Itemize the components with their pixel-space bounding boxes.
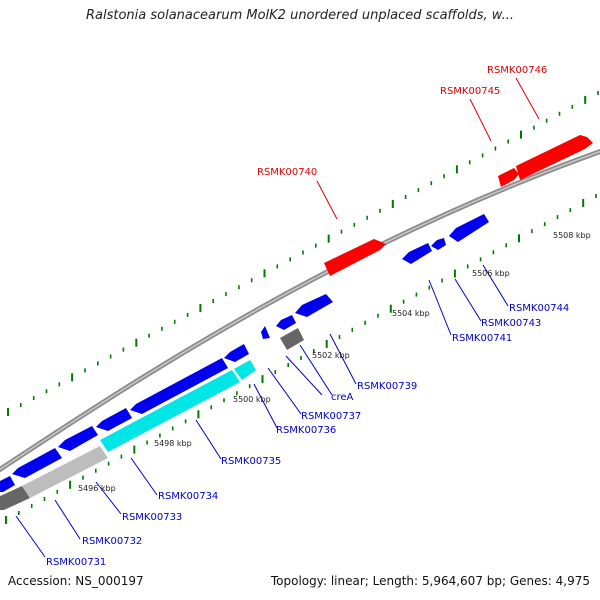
gene-label-rsmk00736[interactable]: RSMK00736 [276,425,336,436]
lower-tick-track [5,194,597,524]
forward-genes [324,135,593,276]
gene-arrow-rsmk00745[interactable] [498,168,519,187]
gene-label-crea[interactable]: creA [331,392,354,403]
feature-gray-3[interactable] [280,328,304,350]
feature-track-lower [0,328,304,510]
scale-label-5504: 5504 kbp [392,309,430,318]
scale-label-5508: 5508 kbp [553,231,591,240]
gene-label-rsmk00734[interactable]: RSMK00734 [158,491,218,502]
gene-arrow-rsmk00732[interactable] [12,448,62,478]
bottom-label-leaders [15,264,509,558]
gene-arrow-rsmk00734[interactable] [96,408,132,431]
scale-label-5496: 5496 kbp [78,484,116,493]
gene-label-rsmk00731[interactable]: RSMK00731 [46,557,106,568]
top-label-leaders [316,77,540,220]
gene-label-rsmk00739[interactable]: RSMK00739 [357,381,417,392]
gene-label-rsmk00733[interactable]: RSMK00733 [122,512,182,523]
gene-label-rsmk00741[interactable]: RSMK00741 [452,333,512,344]
gene-label-rsmk00737[interactable]: RSMK00737 [301,411,361,422]
genome-summary-text: Topology: linear; Length: 5,964,607 bp; … [270,574,590,588]
gene-arrow-rsmk00743[interactable] [431,238,446,250]
upper-tick-track [7,91,599,416]
map-title: Ralstonia solanacearum MolK2 unordered u… [85,8,514,23]
scale-label-5502: 5502 kbp [312,351,350,360]
gene-label-rsmk00740[interactable]: RSMK00740 [257,167,317,178]
scale-label-5506: 5506 kbp [472,269,510,278]
gene-arrow-rsmk00733[interactable] [58,426,98,451]
gene-label-rsmk00745[interactable]: RSMK00745 [440,86,500,97]
gene-arrow-rsmk00736[interactable] [224,344,249,362]
scale-label-5500: 5500 kbp [233,395,271,404]
feature-gray-2[interactable] [22,446,108,498]
gene-arrow-rsmk00744[interactable] [449,214,489,242]
gene-label-rsmk00732[interactable]: RSMK00732 [82,536,142,547]
feature-cyan-2[interactable] [234,360,256,380]
scale-label-5498: 5498 kbp [154,439,192,448]
feature-cyan-1[interactable] [100,370,240,452]
gene-arrow-rsmk00731[interactable] [0,476,15,492]
gene-arrow-rsmk00737[interactable] [261,326,270,339]
accession-text: Accession: NS_000197 [8,574,144,588]
feature-gray-1[interactable] [0,486,30,510]
gene-arrow-rsmk00739[interactable] [295,294,333,317]
gene-arrow-crea[interactable] [276,315,296,330]
gene-arrow-rsmk00746[interactable] [516,135,593,180]
gene-arrow-rsmk00740[interactable] [324,239,386,276]
gene-arrow-rsmk00735[interactable] [130,358,228,414]
gene-label-rsmk00744[interactable]: RSMK00744 [509,303,569,314]
gene-label-rsmk00735[interactable]: RSMK00735 [221,456,281,467]
gene-label-rsmk00746[interactable]: RSMK00746 [487,65,547,76]
reverse-genes [0,214,489,492]
gene-arrow-rsmk00741[interactable] [402,243,432,264]
gene-label-rsmk00743[interactable]: RSMK00743 [481,318,541,329]
